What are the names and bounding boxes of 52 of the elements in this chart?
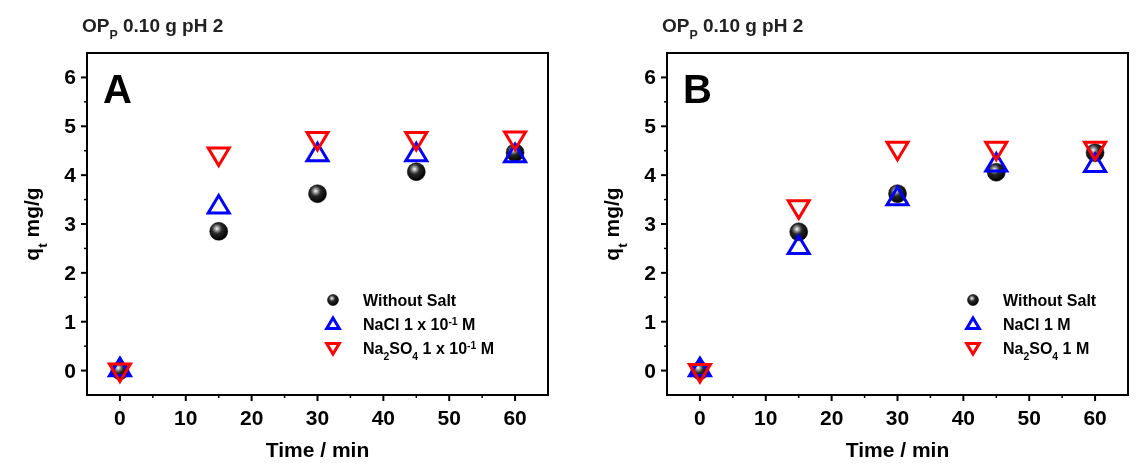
y-tick-label: 4	[64, 163, 77, 187]
x-tick-label: 30	[305, 406, 330, 429]
x-tick-label: 60	[503, 406, 527, 429]
x-tick-label: 30	[885, 406, 910, 429]
y-tick-label: 0	[64, 358, 76, 382]
annotation: A	[103, 67, 132, 111]
legend-label: Na$_{2}$SO$_{4}$ 1 x 10$^{-1}$ M	[363, 339, 495, 362]
annotation: B	[683, 67, 712, 111]
y-tick-label: 5	[64, 114, 77, 138]
y-tick-label: 5	[644, 114, 657, 138]
x-tick-label: 20	[239, 406, 264, 429]
legend-label: NaCl 1 M	[1003, 316, 1071, 333]
y-tick-label: 1	[64, 309, 77, 333]
point	[206, 193, 231, 215]
point	[305, 130, 330, 152]
chart-title: OP$_{P}$ 0.10 g pH 2	[82, 15, 224, 42]
y-tick-label: 0	[644, 358, 656, 382]
point	[407, 162, 426, 181]
y-tick-label: 4	[644, 163, 657, 187]
point	[209, 222, 228, 241]
point	[308, 184, 327, 203]
x-tick-label: 40	[951, 406, 976, 429]
chart-title: OP$_{P}$ 0.10 g pH 2	[662, 15, 804, 42]
x-tick-label: 20	[819, 406, 844, 429]
y-tick-label: 1	[644, 309, 657, 333]
legend-label: Without Salt	[363, 292, 457, 309]
point	[885, 140, 910, 162]
y-tick-label: 2	[64, 260, 76, 284]
x-tick-label: 50	[437, 406, 461, 429]
x-tick-label: 60	[1083, 406, 1107, 429]
point	[503, 130, 528, 151]
x-axis-title: Time / min	[265, 438, 370, 461]
x-tick-label: 0	[114, 406, 126, 429]
legend-label: NaCl 1 x 10$^{-1}$ M	[363, 315, 476, 333]
point	[786, 234, 811, 255]
legend-label: Na$_{2}$SO$_{4}$ 1 M	[1003, 340, 1090, 362]
y-tick-label: 2	[644, 260, 656, 284]
x-tick-label: 50	[1017, 406, 1041, 429]
x-tick-label: 0	[694, 406, 706, 429]
point	[404, 130, 429, 152]
x-tick-label: 10	[754, 406, 778, 429]
y-tick-label: 3	[644, 212, 656, 235]
legend-label: Without Salt	[1003, 292, 1097, 309]
point	[206, 146, 231, 168]
x-tick-label: 10	[174, 406, 198, 429]
y-tick-label: 6	[644, 65, 656, 89]
y-tick-label: 6	[64, 65, 76, 89]
point	[786, 199, 811, 220]
x-tick-label: 40	[371, 406, 396, 429]
x-axis-title: Time / min	[845, 438, 950, 461]
y-tick-label: 3	[64, 212, 76, 235]
point	[984, 140, 1009, 162]
